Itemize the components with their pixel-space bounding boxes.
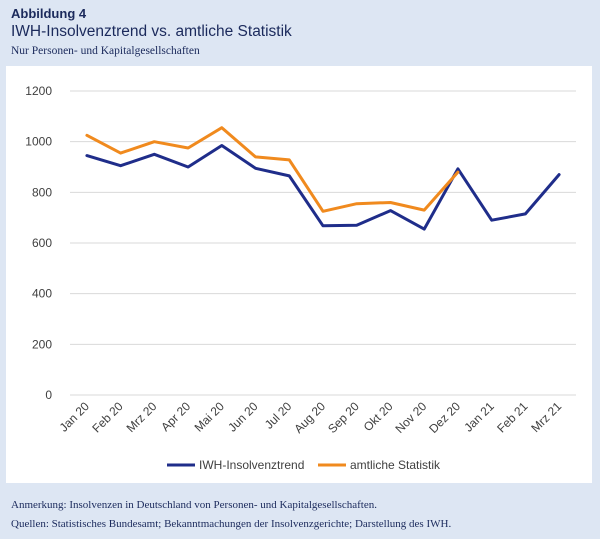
y-axis-ticks: 0 200 400 600 800 1000 1200 (25, 84, 52, 402)
y-tick-label: 400 (32, 287, 52, 301)
x-tick-label: Jun 20 (225, 399, 261, 435)
y-tick-label: 600 (32, 236, 52, 250)
x-tick-label: Okt 20 (361, 399, 396, 434)
figure-subtitle: Nur Personen- und Kapitalgesellschaften (11, 45, 200, 57)
x-tick-label: Mrz 20 (124, 399, 160, 435)
x-tick-label: Mrz 21 (528, 399, 564, 435)
figure-title: IWH-Insolvenztrend vs. amtliche Statisti… (11, 23, 292, 40)
figure-number: Abbildung 4 (11, 6, 87, 21)
x-tick-label: Apr 20 (158, 399, 193, 434)
x-tick-label: Dez 20 (426, 399, 463, 436)
x-tick-label: Jan 21 (461, 399, 497, 435)
legend-official-label: amtliche Statistik (350, 458, 441, 472)
x-tick-label: Feb 20 (89, 399, 126, 436)
chart-legend: IWH-Insolvenztrend amtliche Statistik (167, 458, 441, 472)
x-tick-label: Jul 20 (262, 399, 295, 432)
iwh-series-line (85, 144, 561, 231)
x-tick-label: Mai 20 (192, 399, 228, 435)
y-tick-label: 1000 (25, 135, 52, 149)
x-tick-label: Jan 20 (57, 399, 93, 435)
y-tick-label: 800 (32, 185, 52, 199)
figure-notes: Anmerkung: Insolvenzen in Deutschland vo… (11, 496, 591, 534)
figure-header: Abbildung 4 IWH-Insolvenztrend vs. amtli… (11, 6, 591, 59)
x-tick-label: Sep 20 (325, 399, 362, 436)
sources-note: Quellen: Statistisches Bundesamt; Bekann… (11, 518, 452, 530)
y-tick-label: 0 (45, 388, 52, 402)
remark-note: Anmerkung: Insolvenzen in Deutschland vo… (11, 499, 377, 511)
chart-panel: 0 200 400 600 800 1000 1200 Jan 20 Feb 20 Mrz 20… (6, 66, 592, 483)
x-tick-label: Feb 21 (494, 399, 531, 436)
grid-lines (70, 90, 576, 396)
x-tick-label: Aug 20 (291, 399, 328, 436)
y-tick-label: 200 (32, 337, 52, 351)
official-series-line (85, 126, 460, 213)
x-tick-label: Nov 20 (393, 399, 430, 436)
y-tick-label: 1200 (25, 84, 52, 98)
series-lines (85, 126, 561, 231)
legend-iwh-label: IWH-Insolvenztrend (199, 458, 304, 472)
